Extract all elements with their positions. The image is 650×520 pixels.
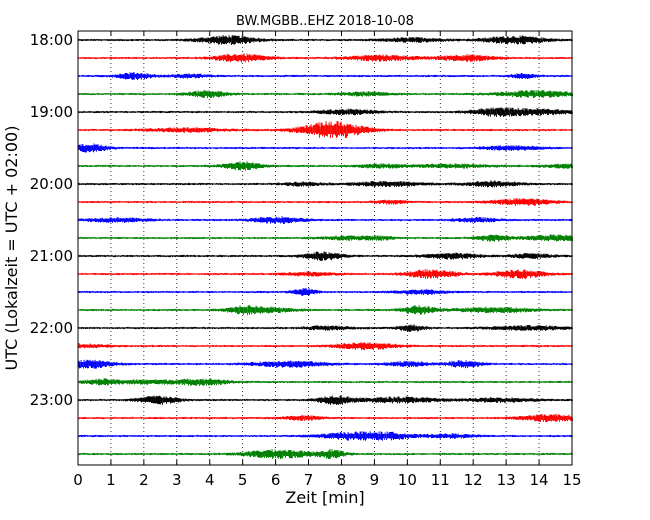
- x-tick-label: 4: [205, 471, 215, 489]
- seismogram-trace: [77, 89, 573, 99]
- x-tick-label: 2: [139, 471, 149, 489]
- seismogram-trace: [77, 395, 573, 405]
- x-tick-label: 3: [172, 471, 182, 489]
- x-tick-label: 9: [370, 471, 380, 489]
- seismogram-trace: [77, 413, 573, 423]
- seismogram-trace: [77, 341, 573, 351]
- seismogram-trace: [77, 107, 573, 117]
- seismogram-trace: [77, 197, 573, 206]
- seismogram-trace: [77, 324, 573, 332]
- seismogram-trace: [77, 378, 573, 387]
- x-tick-label: 8: [337, 471, 347, 489]
- seismogram-trace: [77, 71, 573, 81]
- seismogram-trace: [77, 287, 573, 297]
- plot-frame: [77, 30, 573, 466]
- x-tick-label: 15: [562, 471, 581, 489]
- seismogram-trace: [77, 431, 573, 441]
- y-tick-label: 23:00: [30, 391, 73, 409]
- axis-ticks: 0 1 2 3 4 5 6 7 8 9 10 11 12 13 14 1518:0019:0020:0021:…: [30, 31, 582, 489]
- seismogram-trace: [77, 216, 573, 224]
- x-tick-label: 12: [464, 471, 483, 489]
- seismogram-traces: [77, 35, 573, 460]
- seismogram-trace: [77, 251, 573, 261]
- seismogram-trace: [77, 234, 573, 242]
- y-axis-label: UTC (Lokalzeit = UTC + 02:00): [2, 126, 21, 371]
- x-tick-label: 0: [73, 471, 83, 489]
- grid-lines: [110, 31, 540, 465]
- x-tick-label: 10: [398, 471, 417, 489]
- seismogram-trace: [77, 359, 573, 369]
- y-tick-label: 19:00: [30, 103, 73, 121]
- x-tick-label: 6: [271, 471, 281, 489]
- seismogram-trace: [77, 448, 573, 460]
- y-tick-label: 20:00: [30, 175, 73, 193]
- seismogram-trace: [77, 121, 573, 139]
- seismogram-trace: [77, 180, 573, 188]
- x-tick-label: 7: [304, 471, 314, 489]
- x-axis-label: Zeit [min]: [285, 488, 364, 507]
- seismogram-trace: [77, 269, 573, 279]
- x-tick-label: 14: [530, 471, 549, 489]
- x-tick-label: 11: [431, 471, 450, 489]
- y-tick-label: 21:00: [30, 247, 73, 265]
- seismogram-trace: [77, 35, 573, 46]
- seismogram-trace: [77, 143, 573, 153]
- x-tick-label: 13: [497, 471, 516, 489]
- x-tick-label: 5: [238, 471, 248, 489]
- y-tick-label: 18:00: [30, 31, 73, 49]
- y-tick-label: 22:00: [30, 319, 73, 337]
- seismogram-trace: [77, 53, 573, 63]
- x-tick-label: 1: [106, 471, 116, 489]
- chart-title: BW.MGBB..EHZ 2018-10-08: [236, 14, 414, 29]
- seismogram-trace: [77, 161, 573, 171]
- seismogram-trace: [77, 304, 573, 316]
